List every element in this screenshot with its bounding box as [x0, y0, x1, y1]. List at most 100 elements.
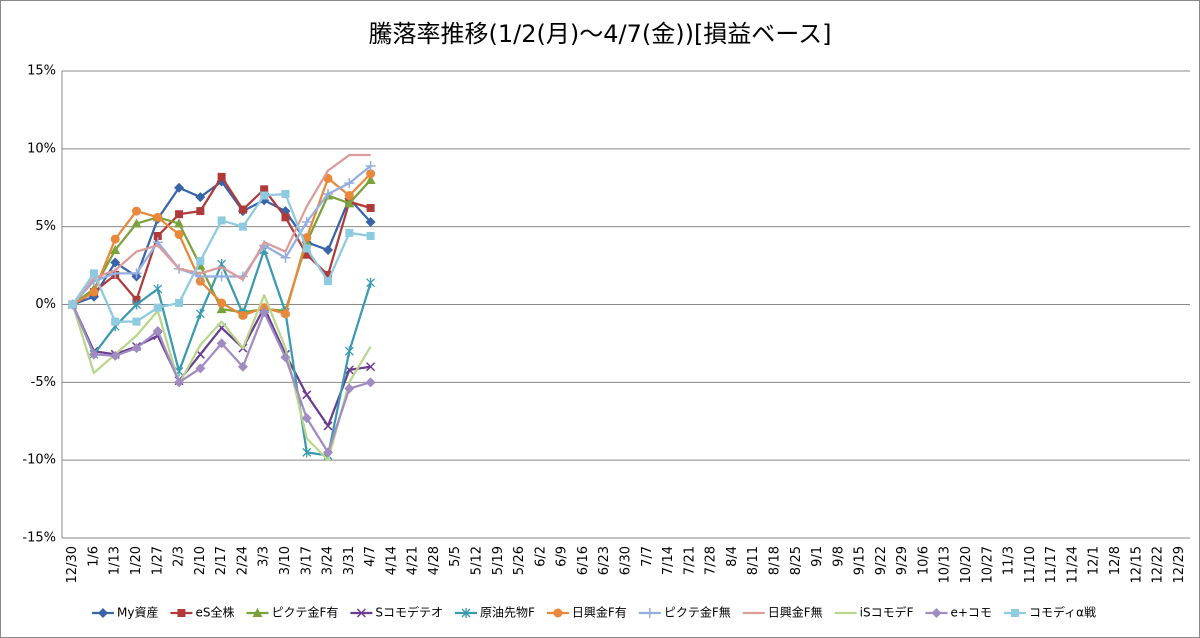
- marker: [195, 363, 206, 374]
- x-tick-label: 12/29: [1172, 546, 1187, 583]
- legend: My資産 eS全株 ピクテ金F有 Sコモデテオ 原油先物F 日興金F有 ピクテ金F無 日興金F…: [91, 605, 1096, 620]
- marker: [461, 608, 471, 618]
- x-tick-label: 1/13: [108, 546, 123, 575]
- x-tick-label: 5/5: [448, 546, 463, 567]
- marker: [365, 377, 376, 388]
- x-tick-label: 4/14: [384, 546, 399, 575]
- marker: [365, 160, 376, 171]
- marker: [132, 317, 141, 326]
- x-tick-label: 10/13: [938, 546, 953, 583]
- x-tick-label: 5/19: [491, 546, 506, 575]
- marker: [89, 269, 98, 278]
- marker: [88, 349, 99, 360]
- marker: [97, 608, 108, 618]
- marker: [238, 205, 247, 214]
- marker: [1010, 609, 1019, 617]
- marker: [366, 277, 376, 288]
- marker: [323, 245, 334, 256]
- marker: [323, 447, 334, 458]
- legend-item: 原油先物F: [455, 606, 535, 620]
- marker: [195, 192, 206, 203]
- marker: [344, 191, 354, 201]
- legend-label: iSコモデF: [860, 605, 914, 620]
- marker: [366, 232, 375, 241]
- y-tick-label: -15%: [22, 531, 56, 546]
- x-tick-label: 8/11: [746, 546, 761, 575]
- y-tick-label: 0%: [35, 297, 56, 312]
- marker: [324, 277, 333, 286]
- marker: [259, 307, 270, 318]
- y-tick-label: -10%: [22, 453, 56, 468]
- x-tick-label: 3/24: [321, 546, 336, 575]
- x-tick-label: 12/8: [1108, 546, 1123, 575]
- x-tick-label: 7/28: [704, 546, 719, 575]
- x-tick-label: 2/24: [235, 546, 250, 575]
- marker: [174, 229, 184, 239]
- marker: [302, 390, 312, 400]
- series-line: [71, 153, 371, 306]
- legend-label: 日興金F無: [768, 605, 823, 620]
- marker: [238, 222, 247, 231]
- legend-label: 日興金F有: [572, 605, 627, 620]
- marker: [323, 188, 334, 199]
- marker: [110, 234, 120, 244]
- marker: [366, 362, 376, 372]
- y-tick-label: 5%: [35, 219, 56, 234]
- legend-item: ピクテ金F有: [246, 605, 338, 620]
- legend-label: eS全株: [195, 605, 234, 620]
- marker: [174, 218, 185, 228]
- marker: [68, 300, 77, 309]
- x-tick-label: 6/9: [555, 546, 570, 567]
- x-tick-label: 6/16: [576, 546, 591, 575]
- marker: [366, 169, 376, 179]
- marker: [132, 299, 141, 310]
- x-tick-label: 2/10: [193, 546, 208, 575]
- marker: [217, 172, 226, 181]
- x-tick-label: 1/20: [129, 546, 144, 575]
- marker: [302, 250, 311, 259]
- x-tick-label: 3/31: [342, 546, 357, 575]
- marker: [216, 338, 227, 349]
- x-tick-label: 1/27: [150, 546, 165, 575]
- x-tick-label: 11/17: [1044, 546, 1059, 583]
- legend-item: My資産: [91, 605, 158, 620]
- marker: [175, 210, 184, 219]
- marker: [344, 383, 355, 394]
- x-tick-label: 9/29: [895, 546, 910, 575]
- x-tick-label: 2/3: [172, 546, 187, 567]
- x-tick-label: 4/21: [406, 546, 421, 575]
- marker: [110, 245, 121, 255]
- x-tick-label: 3/10: [278, 546, 293, 575]
- x-tick-label: 5/12: [470, 546, 485, 575]
- marker: [196, 207, 205, 216]
- x-tick-label: 8/4: [725, 546, 740, 567]
- marker: [131, 343, 142, 354]
- marker: [111, 317, 120, 326]
- marker: [302, 447, 312, 458]
- marker: [237, 361, 248, 372]
- marker: [365, 174, 376, 184]
- x-tick-label: 6/23: [597, 546, 612, 575]
- marker: [281, 189, 290, 198]
- series-line: [71, 294, 372, 462]
- marker: [280, 309, 290, 319]
- y-tick-label: -5%: [31, 375, 56, 390]
- legend-label: ピクテ金F無: [664, 605, 731, 620]
- x-tick-label: 10/6: [916, 546, 931, 575]
- marker: [153, 212, 163, 222]
- legend-label: Sコモデテオ: [375, 605, 443, 620]
- marker: [217, 216, 226, 225]
- marker: [324, 270, 333, 279]
- legend-label: e+コモ: [950, 606, 991, 620]
- marker: [216, 271, 227, 282]
- legend-item: e+コモ: [925, 606, 992, 620]
- marker: [356, 608, 366, 618]
- legend-item: iSコモデF: [834, 605, 914, 620]
- x-tick-label: 12/22: [1151, 546, 1166, 583]
- marker: [195, 308, 205, 319]
- legend-label: 原油先物F: [480, 606, 535, 620]
- marker: [216, 304, 227, 314]
- marker: [131, 218, 142, 228]
- x-tick-label: 8/18: [767, 546, 782, 575]
- marker: [931, 608, 942, 618]
